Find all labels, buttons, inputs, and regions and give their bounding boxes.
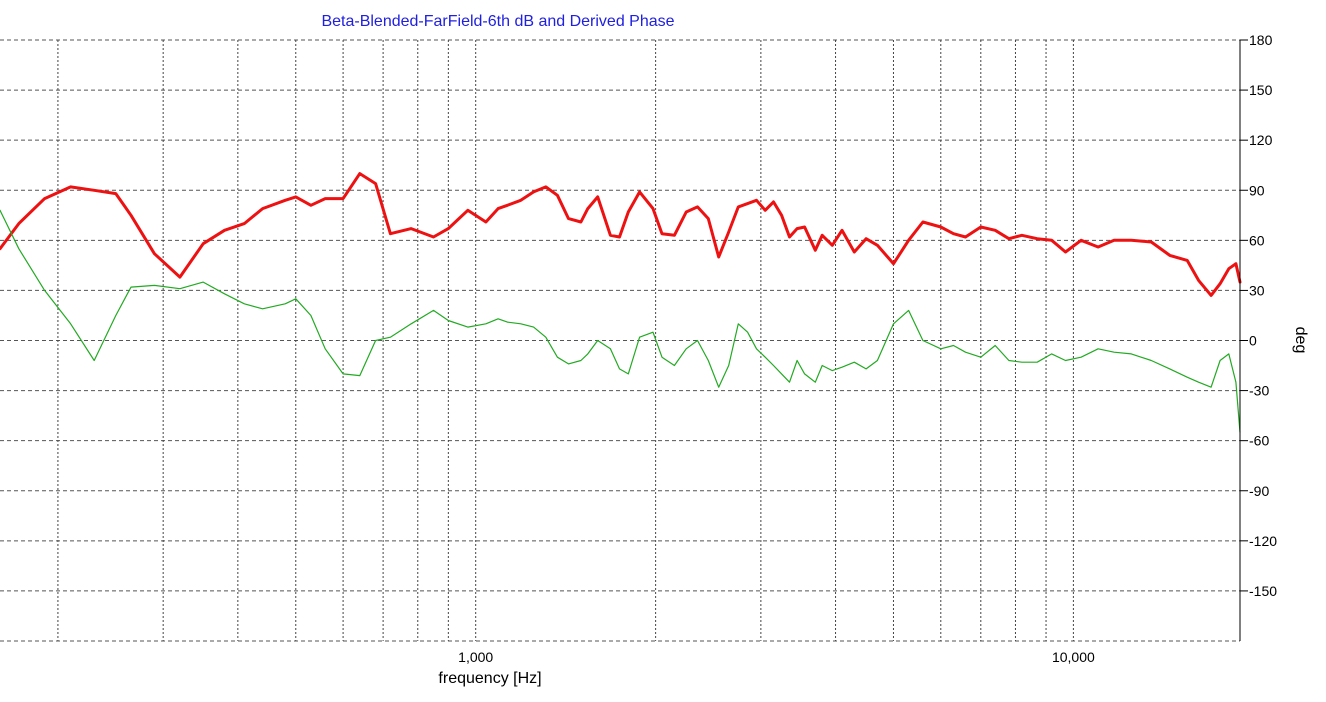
y-tick-label: -60: [1249, 433, 1269, 449]
x-tick-label: 1,000: [458, 649, 493, 665]
series-line-red: [0, 172, 1242, 297]
series-group: [0, 172, 1242, 433]
y-tick-label: -120: [1249, 533, 1277, 549]
y-tick-label: -90: [1249, 483, 1269, 499]
y-tick-label: 180: [1249, 32, 1273, 48]
x-axis-label: frequency [Hz]: [438, 670, 541, 687]
grid: [0, 39, 1240, 642]
y-tick-label: 30: [1249, 282, 1265, 298]
y-axis-label: deg: [1292, 327, 1309, 354]
y-tick-label: -150: [1249, 583, 1277, 599]
y-tick-label: 0: [1249, 333, 1257, 349]
y-ticks: 180 150 120 90 60 30 0 -30 -60 -90 -120 -150: [1240, 32, 1277, 599]
x-ticks: 1,000 10,000: [458, 649, 1095, 665]
y-tick-label: -30: [1249, 383, 1269, 399]
y-tick-label: 120: [1249, 132, 1273, 148]
y-tick-label: 60: [1249, 232, 1265, 248]
x-tick-label: 10,000: [1052, 649, 1095, 665]
y-tick-label: 90: [1249, 182, 1265, 198]
series-line-green: [0, 209, 1241, 433]
chart-title: Beta-Blended-FarField-6th dB and Derived…: [321, 13, 674, 30]
y-tick-label: 150: [1249, 82, 1273, 98]
